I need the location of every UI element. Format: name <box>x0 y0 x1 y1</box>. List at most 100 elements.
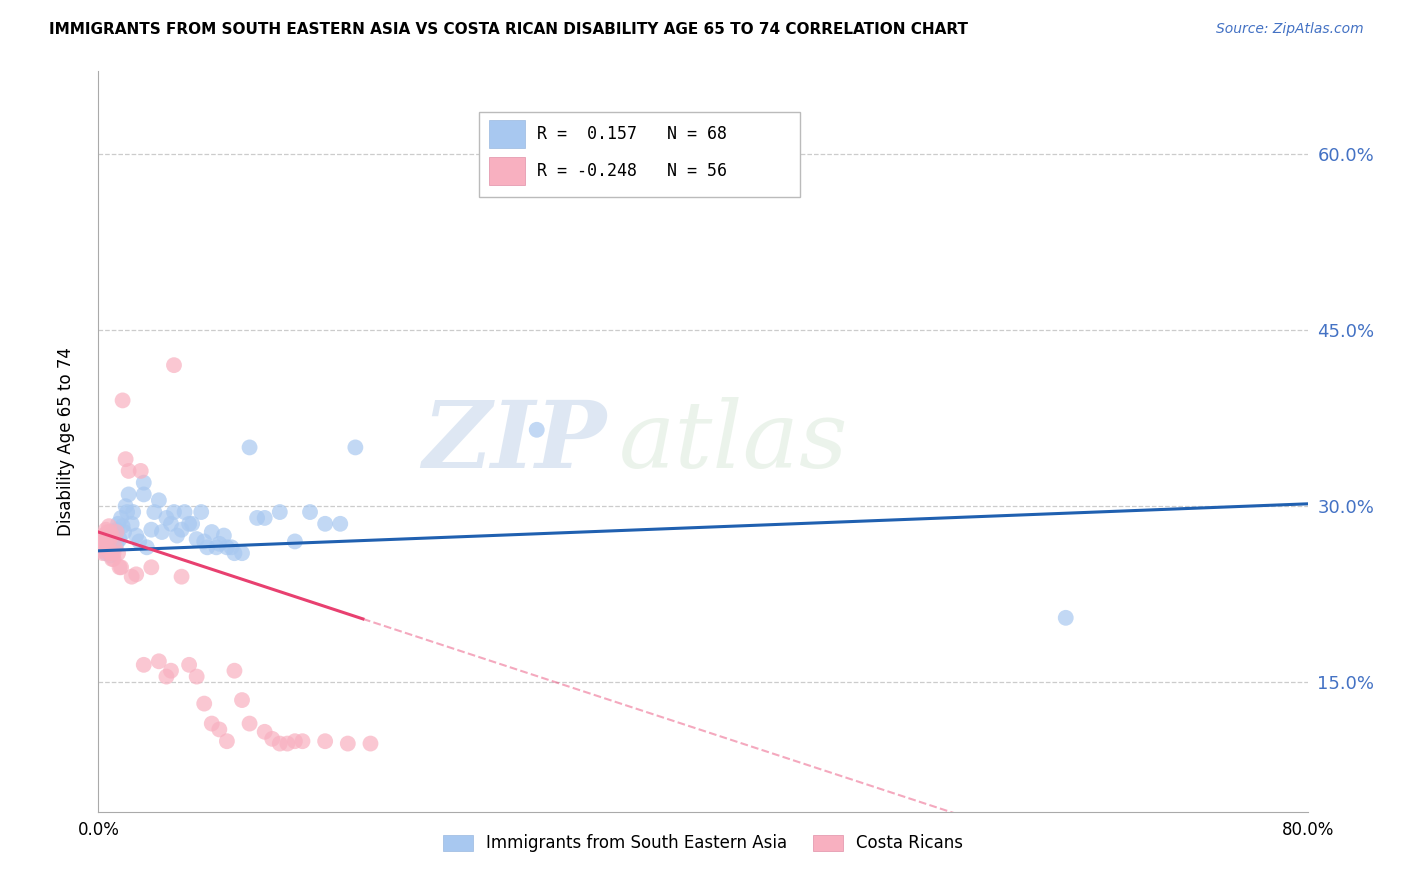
Point <box>132 487 155 501</box>
Point <box>103 552 125 566</box>
Point <box>101 544 124 558</box>
Point <box>89 534 111 549</box>
Point <box>195 541 218 555</box>
Point <box>125 567 148 582</box>
Bar <box>489 157 526 186</box>
Point <box>201 524 224 539</box>
Point <box>205 541 228 555</box>
Point <box>93 542 115 557</box>
Point <box>101 552 124 566</box>
Point <box>101 528 124 542</box>
Point <box>215 541 238 555</box>
Point <box>344 441 367 455</box>
Point <box>118 487 141 501</box>
Point <box>108 560 131 574</box>
Point <box>170 570 193 584</box>
Point <box>155 511 177 525</box>
Point <box>1054 611 1077 625</box>
Point <box>98 541 121 555</box>
Point <box>103 534 125 549</box>
Point <box>360 737 382 751</box>
Point <box>163 505 186 519</box>
Point <box>143 505 166 519</box>
Point <box>112 524 135 539</box>
Point <box>239 716 262 731</box>
Point <box>108 532 131 546</box>
Point <box>111 519 134 533</box>
Point <box>329 516 352 531</box>
Point <box>253 724 276 739</box>
Point <box>128 534 150 549</box>
Point <box>190 505 212 519</box>
Point <box>239 441 262 455</box>
Point <box>110 511 132 525</box>
Point <box>291 734 314 748</box>
Point <box>193 697 215 711</box>
Legend: Immigrants from South Eastern Asia, Costa Ricans: Immigrants from South Eastern Asia, Cost… <box>436 828 970 859</box>
Point <box>114 452 136 467</box>
Point <box>170 523 193 537</box>
Point <box>141 523 163 537</box>
Point <box>193 534 215 549</box>
Point <box>231 546 253 560</box>
Text: R =  0.157   N = 68: R = 0.157 N = 68 <box>537 125 727 144</box>
Text: R = -0.248   N = 56: R = -0.248 N = 56 <box>537 162 727 180</box>
Point <box>179 516 201 531</box>
Point <box>314 516 336 531</box>
Point <box>148 493 170 508</box>
Point <box>208 723 231 737</box>
Point <box>110 560 132 574</box>
Point <box>173 505 195 519</box>
Point <box>91 546 114 560</box>
Point <box>93 532 115 546</box>
Point <box>125 528 148 542</box>
Point <box>231 693 253 707</box>
Point <box>284 534 307 549</box>
Point <box>141 560 163 574</box>
Point <box>132 657 155 672</box>
Point <box>101 537 124 551</box>
Point <box>135 541 157 555</box>
Point <box>89 534 111 549</box>
Point <box>179 657 201 672</box>
Point <box>98 534 121 549</box>
Point <box>90 537 112 551</box>
Point <box>115 505 138 519</box>
Point <box>181 516 204 531</box>
Bar <box>489 120 526 148</box>
Point <box>276 737 298 751</box>
Point <box>224 664 246 678</box>
Point <box>314 734 336 748</box>
Point <box>96 532 118 546</box>
Point <box>262 731 284 746</box>
Point <box>186 669 208 683</box>
Point <box>121 570 143 584</box>
Point <box>91 541 114 555</box>
Point <box>129 464 152 478</box>
Point <box>90 544 112 558</box>
Point <box>269 737 291 751</box>
Point <box>118 464 141 478</box>
Point <box>105 537 128 551</box>
Point <box>336 737 359 751</box>
Point <box>160 664 183 678</box>
Point <box>253 511 276 525</box>
Point <box>166 528 188 542</box>
Point <box>93 541 115 555</box>
Point <box>155 669 177 683</box>
Point <box>212 528 235 542</box>
Point <box>90 537 112 551</box>
Point <box>201 716 224 731</box>
Point <box>221 541 243 555</box>
Point <box>103 541 125 555</box>
Point <box>132 475 155 490</box>
Point <box>96 538 118 552</box>
FancyBboxPatch shape <box>479 112 800 197</box>
Y-axis label: Disability Age 65 to 74: Disability Age 65 to 74 <box>56 347 75 536</box>
Point <box>246 511 269 525</box>
Point <box>105 524 128 539</box>
Point <box>94 523 117 537</box>
Text: ZIP: ZIP <box>422 397 606 486</box>
Point <box>94 528 117 542</box>
Point <box>111 393 134 408</box>
